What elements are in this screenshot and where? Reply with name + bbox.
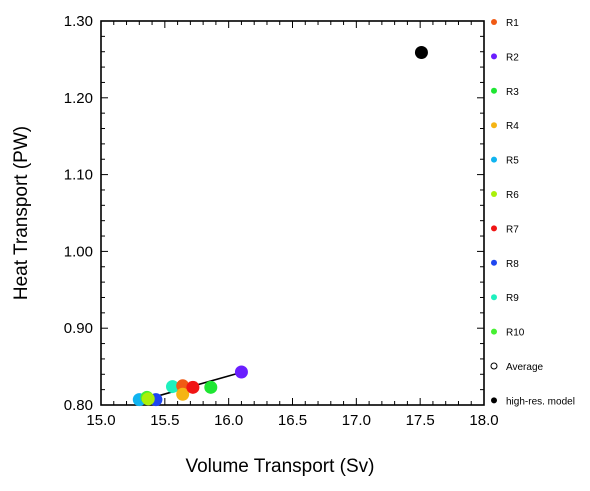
point-r4: [176, 387, 190, 401]
legend-marker-r9: [491, 294, 497, 301]
legend-label-r5: R5: [506, 156, 519, 167]
legend-label-high-res-model: high-res. model: [506, 396, 575, 407]
y-tick-label: 0.90: [64, 320, 93, 337]
point-r3: [204, 380, 218, 394]
legend-marker-r1: [491, 19, 497, 25]
legend-marker-r2: [491, 53, 497, 60]
x-tick-label: 17.0: [342, 412, 371, 429]
point-r2: [234, 365, 248, 379]
legend-label-r4: R4: [506, 121, 519, 132]
y-tick-label: 1.30: [64, 13, 93, 30]
y-tick-label: 0.80: [64, 397, 93, 414]
y-axis-title: Heat Transport (PW): [11, 126, 32, 300]
x-tick-label: 17.5: [406, 412, 435, 429]
legend-marker-r6: [491, 191, 497, 197]
legend-label-r6: R6: [506, 190, 519, 201]
legend-marker-r8: [491, 259, 497, 266]
point-r7: [186, 380, 200, 394]
y-tick-label: 1.10: [64, 167, 93, 184]
point-r6: [141, 392, 155, 406]
x-tick-label: 18.0: [469, 412, 498, 429]
legend-marker-high-res-model: [491, 397, 497, 404]
legend-label-r3: R3: [506, 87, 519, 98]
legend-marker-r3: [491, 87, 497, 94]
legend-marker-average: [490, 362, 498, 370]
y-tick-label: 1.20: [64, 90, 93, 107]
legend-marker-r10: [491, 328, 497, 335]
legend-label-r10: R10: [506, 328, 525, 339]
legend: R1 R2 R3 R4 R5 R6 R7 R8 R9 R10 Average high-res. mo…: [490, 18, 575, 407]
x-tick-label: 15.5: [150, 412, 179, 429]
tick-labels: 15.0 15.5 16.0 16.5 17.0 17.5 18.0 0.80 0.90 1.00…: [64, 13, 499, 429]
x-tick-label: 16.5: [278, 412, 307, 429]
y-tick-label: 1.00: [64, 243, 93, 260]
legend-label-r9: R9: [506, 293, 519, 304]
legend-label-r7: R7: [506, 224, 519, 235]
legend-marker-r5: [491, 156, 497, 163]
x-tick-label: 15.0: [86, 412, 115, 429]
legend-label-r1: R1: [506, 18, 519, 29]
legend-marker-r7: [491, 225, 497, 232]
legend-label-average: Average: [506, 362, 544, 373]
x-tick-label: 16.0: [214, 412, 243, 429]
legend-label-r2: R2: [506, 52, 519, 63]
legend-label-r8: R8: [506, 259, 519, 270]
point-r9: [165, 380, 179, 394]
x-axis-title: Volume Transport (Sv): [185, 456, 374, 477]
point-high-res-model: [414, 45, 428, 59]
data-points: [132, 45, 428, 407]
legend-marker-r4: [491, 122, 497, 129]
